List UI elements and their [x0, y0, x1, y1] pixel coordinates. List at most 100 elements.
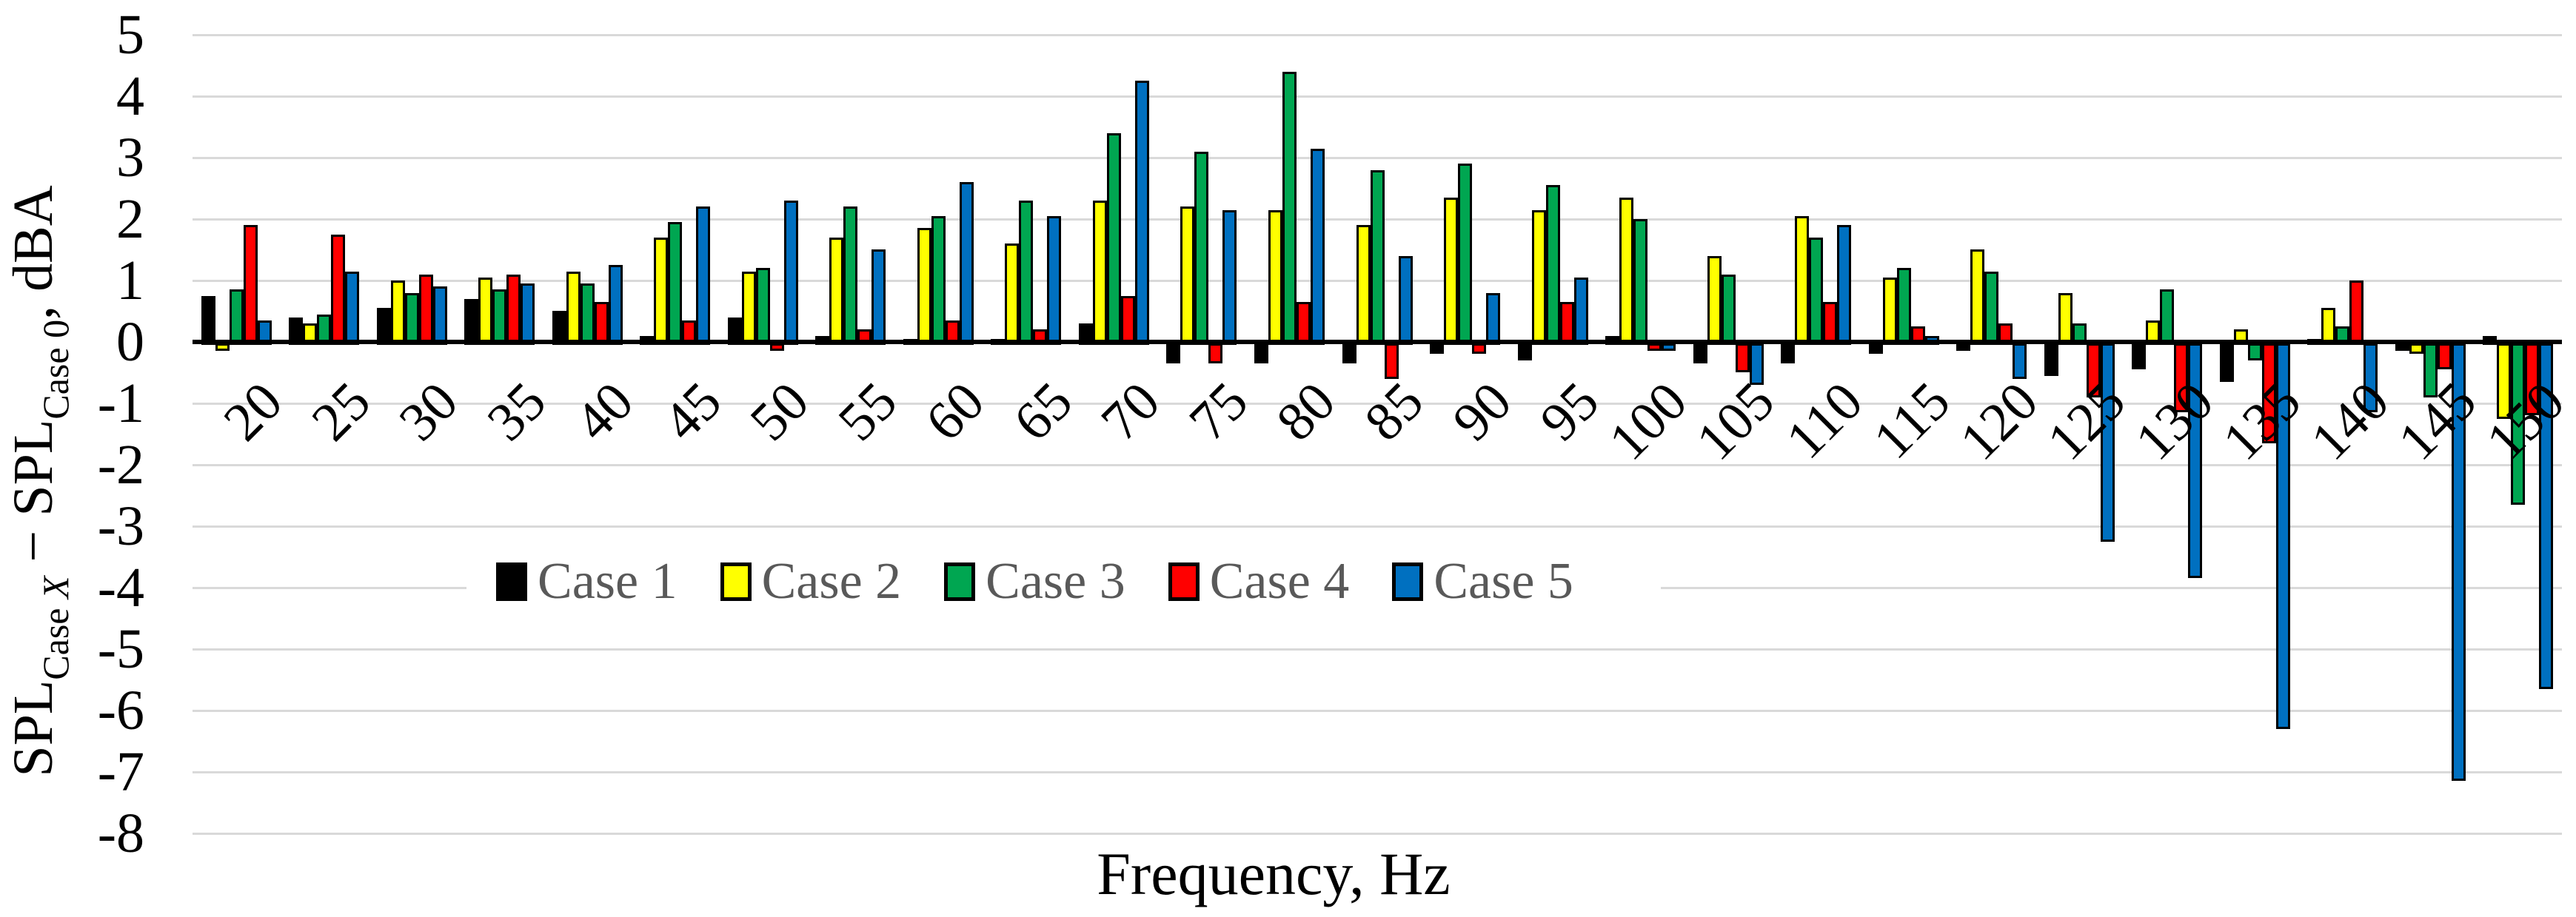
x-tick-label-75: 75 — [1177, 371, 1260, 453]
y-tick-label--6: -6 — [97, 679, 144, 742]
bar-case-5-65hz — [1047, 216, 1061, 345]
bar-case-1-95hz — [1518, 343, 1532, 360]
x-tick-label-55: 55 — [826, 371, 909, 453]
legend-label: Case 3 — [986, 553, 1125, 610]
bar-case-3-120hz — [1984, 272, 1998, 345]
bar-case-1-135hz — [2220, 343, 2234, 382]
bar-case-4-50hz — [770, 343, 784, 351]
bar-case-5-35hz — [521, 283, 535, 345]
legend-swatch-icon — [720, 562, 752, 601]
bar-case-3-20hz — [230, 289, 244, 345]
bar-case-3-65hz — [1019, 201, 1033, 345]
bar-case-1-120hz — [1956, 343, 1970, 351]
bar-case-3-130hz — [2160, 289, 2174, 345]
legend-item-case-1: Case 1 — [496, 556, 678, 608]
gridline-y3 — [193, 157, 2562, 159]
bar-case-1-80hz — [1254, 343, 1268, 363]
bar-case-3-90hz — [1458, 164, 1472, 345]
bar-case-5-145hz — [2452, 343, 2466, 781]
bar-case-2-40hz — [566, 272, 581, 345]
bar-case-5-55hz — [872, 249, 886, 345]
bar-case-4-130hz — [2174, 343, 2188, 412]
x-tick-label-115: 115 — [1861, 371, 1962, 471]
bar-case-3-110hz — [1809, 238, 1823, 345]
legend-label: Case 2 — [761, 553, 902, 610]
bar-case-2-35hz — [478, 278, 492, 345]
legend-label: Case 5 — [1433, 553, 1573, 610]
bar-case-5-135hz — [2276, 343, 2290, 729]
y-tick-label--5: -5 — [97, 618, 144, 680]
bar-case-1-20hz — [201, 296, 215, 345]
gridline-y-5 — [193, 648, 2562, 651]
bar-case-5-70hz — [1135, 81, 1149, 345]
legend-label: Case 4 — [1209, 553, 1350, 610]
bar-case-4-100hz — [1647, 343, 1662, 351]
y-tick-label-1: 1 — [116, 249, 144, 312]
bar-case-3-70hz — [1107, 133, 1121, 345]
bar-case-5-110hz — [1837, 225, 1851, 345]
bar-case-2-55hz — [829, 238, 843, 345]
x-tick-label-85: 85 — [1353, 371, 1436, 453]
bar-case-1-105hz — [1693, 343, 1707, 363]
x-tick-label-60: 60 — [914, 371, 997, 453]
gridline-y-3 — [193, 525, 2562, 528]
legend-swatch-icon — [496, 562, 527, 601]
bar-case-5-95hz — [1574, 278, 1588, 345]
bar-case-5-50hz — [784, 201, 798, 345]
bar-case-3-60hz — [931, 216, 946, 345]
bar-case-4-75hz — [1208, 343, 1222, 363]
bar-case-3-55hz — [843, 206, 857, 345]
bar-case-3-150hz — [2511, 343, 2525, 505]
bar-case-4-85hz — [1385, 343, 1399, 379]
bar-case-2-50hz — [742, 272, 756, 345]
legend: Case 1 Case 2 Case 3 Case 4 Case 5 — [466, 530, 1661, 634]
bar-case-5-130hz — [2188, 343, 2202, 578]
x-tick-label-140: 140 — [2299, 371, 2401, 472]
bar-case-3-100hz — [1633, 219, 1647, 345]
bar-case-5-100hz — [1662, 343, 1676, 351]
y-tick-label-5: 5 — [116, 4, 144, 66]
x-tick-label-30: 30 — [387, 371, 470, 453]
bar-case-3-145hz — [2423, 343, 2438, 397]
y-tick-label-3: 3 — [116, 127, 144, 189]
gridline-y-8 — [193, 833, 2562, 835]
x-tick-label-145: 145 — [2386, 371, 2489, 472]
bar-case-2-30hz — [391, 281, 405, 345]
x-tick-label-40: 40 — [563, 371, 646, 453]
gridline-y-2 — [193, 464, 2562, 466]
bar-case-3-85hz — [1371, 170, 1385, 345]
legend-label: Case 1 — [538, 553, 678, 610]
bar-case-2-75hz — [1180, 206, 1194, 345]
y-tick-label--8: -8 — [97, 802, 144, 864]
bar-case-3-75hz — [1194, 152, 1208, 345]
x-tick-label-120: 120 — [1948, 371, 2050, 472]
bar-case-2-65hz — [1005, 243, 1019, 345]
bar-case-4-20hz — [244, 225, 258, 345]
bar-case-3-95hz — [1546, 185, 1560, 345]
x-tick-label-100: 100 — [1597, 371, 1699, 472]
bar-case-1-145hz — [2395, 343, 2409, 351]
gridline-y5 — [193, 34, 2562, 36]
legend-item-case-5: Case 5 — [1392, 556, 1573, 608]
x-tick-label-50: 50 — [738, 371, 821, 453]
bar-case-3-105hz — [1722, 275, 1736, 345]
y-tick-label--4: -4 — [97, 557, 144, 619]
x-tick-label-80: 80 — [1265, 371, 1348, 453]
x-tick-label-65: 65 — [1002, 371, 1085, 453]
bar-case-1-110hz — [1781, 343, 1795, 363]
bar-case-4-135hz — [2262, 343, 2276, 443]
bar-case-4-150hz — [2525, 343, 2539, 415]
y-tick-label--7: -7 — [97, 741, 144, 803]
bar-case-5-120hz — [2013, 343, 2027, 379]
y-tick-label-0: 0 — [116, 311, 144, 373]
bar-case-3-115hz — [1897, 268, 1911, 345]
bar-case-4-35hz — [506, 275, 521, 345]
bar-case-2-85hz — [1356, 225, 1371, 345]
bar-case-1-130hz — [2132, 343, 2146, 369]
bar-case-2-90hz — [1444, 198, 1458, 345]
bar-case-5-140hz — [2363, 343, 2378, 412]
bar-case-5-40hz — [609, 265, 623, 345]
x-tick-label-45: 45 — [651, 371, 734, 453]
gridline-y-6 — [193, 710, 2562, 712]
bar-case-2-70hz — [1093, 201, 1107, 345]
